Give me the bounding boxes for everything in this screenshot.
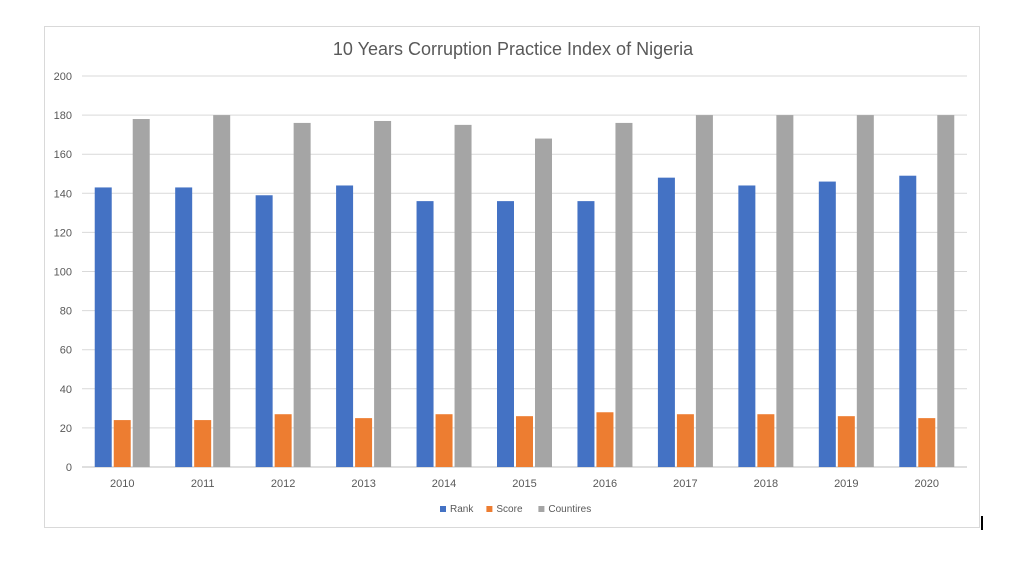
bar-rank-2012 <box>255 195 273 467</box>
y-axis-ticks: 0 20 40 60 80 100 120 140 160 180 200 <box>54 71 72 474</box>
bar-score-2020 <box>918 418 936 467</box>
bar-score-2013 <box>355 418 373 467</box>
bar-score-2012 <box>274 414 292 467</box>
bar-countires-2011 <box>213 115 231 467</box>
bar-rank-2017 <box>657 177 675 467</box>
x-tick-label: 2015 <box>512 478 536 490</box>
x-tick-label: 2017 <box>673 478 697 490</box>
bar-countires-2017 <box>695 115 713 467</box>
y-tick-label: 140 <box>54 188 72 200</box>
legend-swatch-countires <box>538 506 545 512</box>
text-cursor <box>981 516 983 530</box>
y-tick-label: 120 <box>54 227 72 239</box>
bar-rank-2016 <box>577 201 595 467</box>
bar-countires-2014 <box>454 124 472 467</box>
bar-score-2018 <box>757 414 775 467</box>
bar-countires-2015 <box>535 138 552 467</box>
x-tick-label: 2012 <box>271 478 295 490</box>
bar-score-2010 <box>113 420 131 467</box>
bar-rank-2013 <box>336 185 354 468</box>
legend-swatch-score <box>486 506 493 512</box>
bar-countires-2010 <box>132 119 150 467</box>
x-tick-label: 2016 <box>593 478 617 490</box>
bar-countires-2016 <box>615 122 633 468</box>
x-tick-label: 2011 <box>191 478 215 490</box>
x-tick-label: 2020 <box>915 478 939 490</box>
y-tick-label: 40 <box>60 384 72 396</box>
x-tick-label: 2010 <box>110 478 134 490</box>
bar-rank-2018 <box>738 185 756 468</box>
x-tick-label: 2013 <box>351 478 375 490</box>
bar-countires-2018 <box>776 115 794 467</box>
bar-rank-2020 <box>899 175 917 467</box>
bar-countires-2012 <box>293 122 311 468</box>
bar-rank-2010 <box>94 187 112 467</box>
x-tick-label: 2019 <box>834 478 858 490</box>
y-tick-label: 80 <box>60 306 72 318</box>
bar-countires-2019 <box>856 115 874 467</box>
bars <box>94 115 955 468</box>
bar-score-2017 <box>676 414 694 467</box>
x-tick-label: 2018 <box>754 478 778 490</box>
x-tick-label: 2014 <box>432 478 456 490</box>
y-tick-label: 100 <box>54 267 72 279</box>
bar-countires-2020 <box>937 115 955 467</box>
y-tick-label: 160 <box>54 149 72 161</box>
chart-title: 10 Years Corruption Practice Index of Ni… <box>333 39 694 59</box>
bar-score-2016 <box>596 412 614 467</box>
bar-rank-2019 <box>818 181 836 467</box>
bar-score-2011 <box>194 420 212 467</box>
y-tick-label: 20 <box>60 423 72 435</box>
legend-label-countires: Countires <box>548 504 591 515</box>
legend-label-score: Score <box>496 504 523 515</box>
bar-rank-2015 <box>497 201 514 467</box>
bar-score-2015 <box>516 416 533 467</box>
legend-swatch-rank <box>440 506 446 512</box>
bar-score-2014 <box>435 414 453 467</box>
y-tick-label: 180 <box>54 110 72 122</box>
bar-rank-2011 <box>175 187 193 467</box>
bar-countires-2013 <box>374 120 392 467</box>
y-tick-label: 200 <box>54 71 72 83</box>
legend-label-rank: Rank <box>450 504 474 515</box>
y-tick-label: 0 <box>66 462 72 474</box>
bar-score-2019 <box>837 416 855 467</box>
bar-rank-2014 <box>416 201 434 467</box>
legend: Rank Score Countires <box>440 504 591 515</box>
y-tick-label: 60 <box>60 345 72 357</box>
x-axis-ticks: 2010 2011 2012 2013 2014 2015 2016 2017 2018 2019… <box>110 478 939 490</box>
